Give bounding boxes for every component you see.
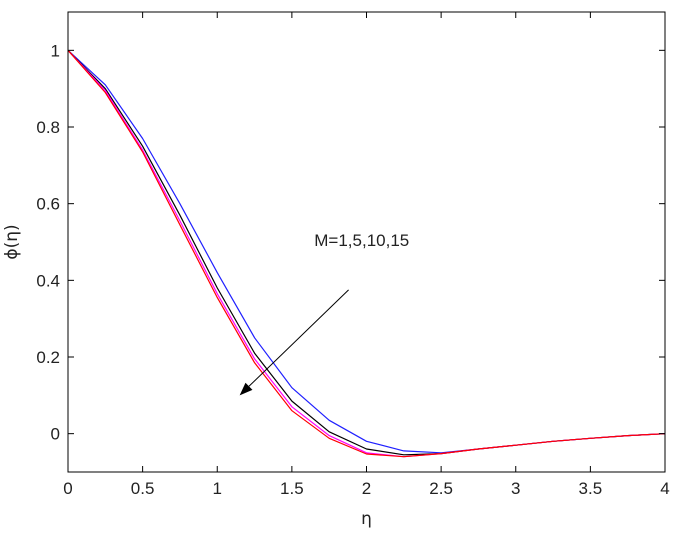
annotation-layer: M=1,5,10,15 [239, 231, 409, 396]
tick-layer: 0 0.5 1 1.5 2 2.5 3 3.5 4 0 0.2 0.4 0.6 0.8 1 [36, 12, 670, 498]
y-axis-label: ϕ(η) [2, 224, 22, 259]
x-tick-label: 1.5 [280, 479, 304, 498]
y-tick-label: 0.2 [36, 348, 60, 367]
x-tick-label: 3.5 [579, 479, 603, 498]
x-tick-label: 0.5 [131, 479, 155, 498]
series-line-4 [67, 49, 666, 458]
y-tick-label: 1 [51, 41, 60, 60]
x-tick-label: 0 [63, 479, 72, 498]
y-tick-label: 0.4 [36, 271, 60, 290]
y-tick-label: 0 [51, 425, 60, 444]
y-tick-label: 0.6 [36, 195, 60, 214]
annotation-arrow-line [248, 289, 349, 387]
y-tick-label: 0.8 [36, 118, 60, 137]
x-tick-label: 3 [511, 479, 520, 498]
x-tick-label: 4 [660, 479, 669, 498]
x-tick-label: 1 [213, 479, 222, 498]
series-layer [67, 49, 666, 458]
x-tick-label: 2.5 [429, 479, 453, 498]
x-tick-label: 2 [362, 479, 371, 498]
x-axis-label: η [361, 509, 372, 529]
annotation-arrow-head [239, 382, 253, 396]
annotation-text: M=1,5,10,15 [314, 231, 409, 250]
